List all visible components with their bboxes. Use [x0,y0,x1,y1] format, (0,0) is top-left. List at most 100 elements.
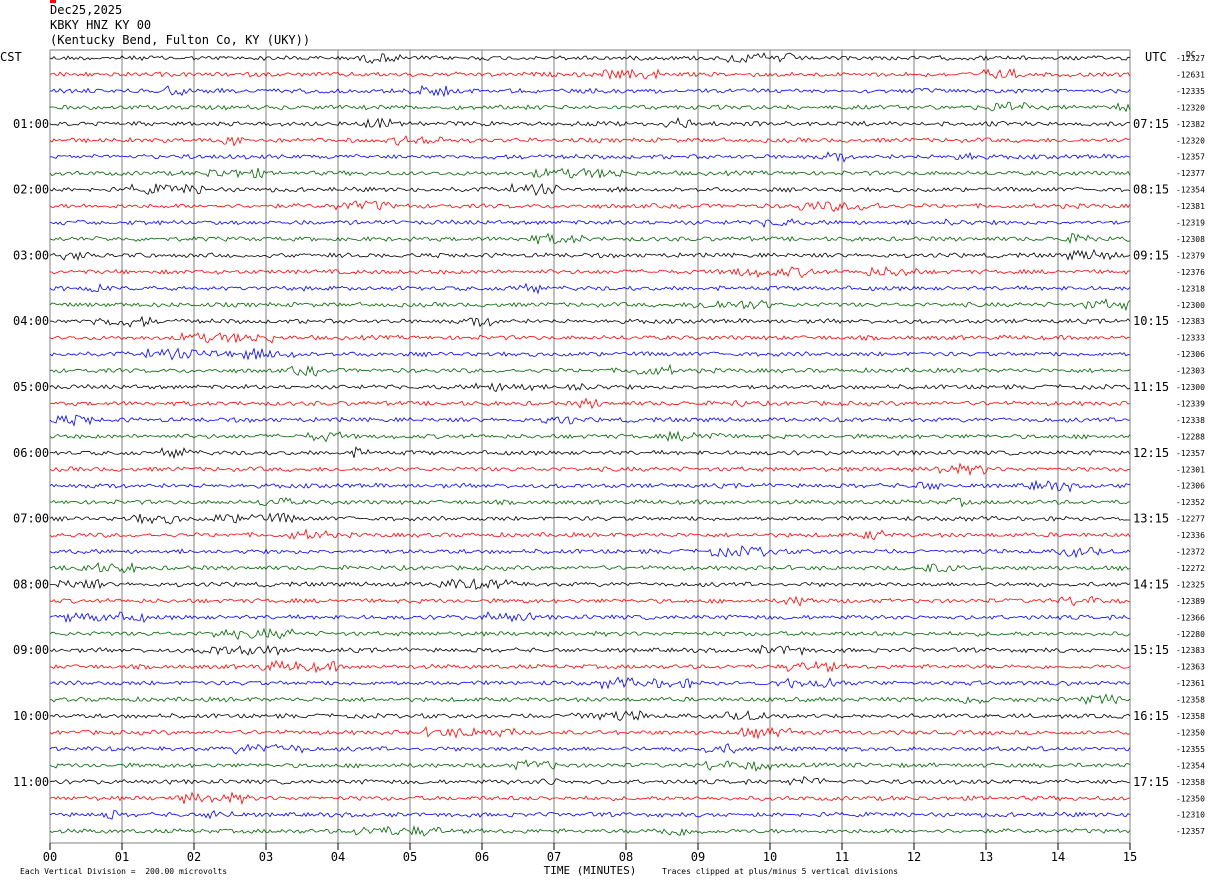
dc-offset-label: -12358 [1176,696,1205,705]
seismic-trace [49,578,1131,590]
left-hour-label: 06:00 [13,446,49,460]
dc-offset-label: -12354 [1176,761,1205,770]
seismic-trace [49,382,1131,393]
dc-offset-label: -12320 [1176,136,1205,145]
dc-offset-label: -12350 [1176,794,1205,803]
x-tick-label: 12 [907,850,921,864]
left-timezone-label: CST [0,50,22,64]
left-hour-label: 08:00 [13,577,49,591]
seismic-trace [49,644,1131,656]
seismic-trace [49,627,1131,641]
left-hour-label: 10:00 [13,709,49,723]
seismic-trace [49,462,1131,477]
dc-offset-label: -12320 [1176,103,1205,112]
seismic-trace [49,446,1131,460]
date-label: Dec25,2025 [50,3,123,17]
right-hour-label: 07:15 [1133,117,1169,131]
scale-note: Each Vertical Division = 200.00 microvol… [20,867,228,876]
dc-header-label: DC [1186,50,1196,59]
dc-offset-label: -12272 [1176,564,1205,573]
dc-offset-label: -12389 [1176,597,1205,606]
left-hour-label: 05:00 [13,380,49,394]
left-hour-label: 04:00 [13,314,49,328]
dc-offset-label: -12338 [1176,416,1205,425]
dc-offset-label: -12376 [1176,268,1205,277]
dc-offset-label: -12336 [1176,531,1205,540]
seismic-trace [49,151,1131,163]
seismic-trace [49,117,1131,129]
x-tick-label: 08 [619,850,633,864]
dc-offset-label: -12333 [1176,334,1205,343]
dc-offset-label: -12357 [1176,153,1205,162]
seismic-trace [49,479,1131,493]
right-hour-label: 13:15 [1133,512,1169,526]
seismic-trace [49,332,1131,344]
seismic-trace [49,791,1131,806]
seismic-trace [49,248,1131,262]
x-tick-label: 05 [403,850,417,864]
seismic-trace [49,84,1131,98]
dc-offset-label: -12308 [1176,235,1205,244]
seismic-trace [49,528,1131,541]
seismic-trace [49,810,1131,820]
dc-offset-label: -12357 [1176,827,1205,836]
dc-offset-label: -12631 [1176,70,1205,79]
dc-offset-label: -12355 [1176,745,1205,754]
dc-offset-label: -12363 [1176,663,1205,672]
dc-offset-label: -12325 [1176,580,1205,589]
dc-offset-label: -12352 [1176,498,1205,507]
right-hour-label: 16:15 [1133,709,1169,723]
seismic-trace [49,825,1131,837]
clip-note: Traces clipped at plus/minus 5 vertical … [662,867,899,876]
station-color-marker [50,0,56,3]
seismic-trace [49,561,1131,574]
seismic-trace [49,743,1131,755]
seismic-trace [49,776,1131,786]
dc-offset-label: -12339 [1176,399,1205,408]
x-tick-label: 14 [1051,850,1065,864]
seismic-trace [49,512,1130,525]
seismic-trace [49,218,1131,228]
dc-offset-label: -12277 [1176,515,1205,524]
seismic-trace [49,676,1131,690]
seismic-trace [49,167,1131,179]
seismic-trace [49,693,1131,706]
x-tick-label: 11 [835,850,849,864]
dc-offset-label: -12300 [1176,383,1205,392]
right-hour-label: 11:15 [1133,380,1169,394]
right-hour-label: 14:15 [1133,577,1169,591]
dc-offset-label: -12358 [1176,778,1205,787]
dc-offset-label: -12354 [1176,186,1205,195]
seismic-trace [49,67,1131,80]
dc-offset-label: -12377 [1176,169,1205,178]
seismic-trace [49,52,1131,65]
seismic-trace [49,726,1131,740]
seismic-trace [49,135,1131,147]
dc-offset-label: -12335 [1176,87,1205,96]
dc-offset-label: -12383 [1176,646,1205,655]
seismic-trace [49,544,1131,559]
x-tick-label: 07 [547,850,561,864]
location-label: (Kentucky Bend, Fulton Co, KY (UKY)) [50,33,311,47]
dc-offset-label: -12379 [1176,251,1205,260]
seismic-trace [49,265,1131,279]
dc-offset-label: -12306 [1176,350,1205,359]
seismic-trace [49,430,1131,443]
seismic-trace [49,595,1131,607]
dc-offset-label: -12372 [1176,548,1205,557]
seismic-trace [49,710,1131,722]
dc-offset-label: -12310 [1176,811,1205,820]
seismic-trace [49,315,1131,328]
seismic-trace [49,414,1131,427]
left-hour-label: 09:00 [13,643,49,657]
dc-offset-label: -12382 [1176,120,1205,129]
plot-frame [49,49,1131,844]
seismic-trace [49,232,1131,245]
x-tick-label: 02 [187,850,201,864]
dc-offset-label: -12327 [1176,54,1205,63]
x-tick-label: 04 [331,850,345,864]
dc-offset-label: -12361 [1176,679,1205,688]
left-hour-label: 01:00 [13,117,49,131]
seismic-trace [49,659,1131,674]
